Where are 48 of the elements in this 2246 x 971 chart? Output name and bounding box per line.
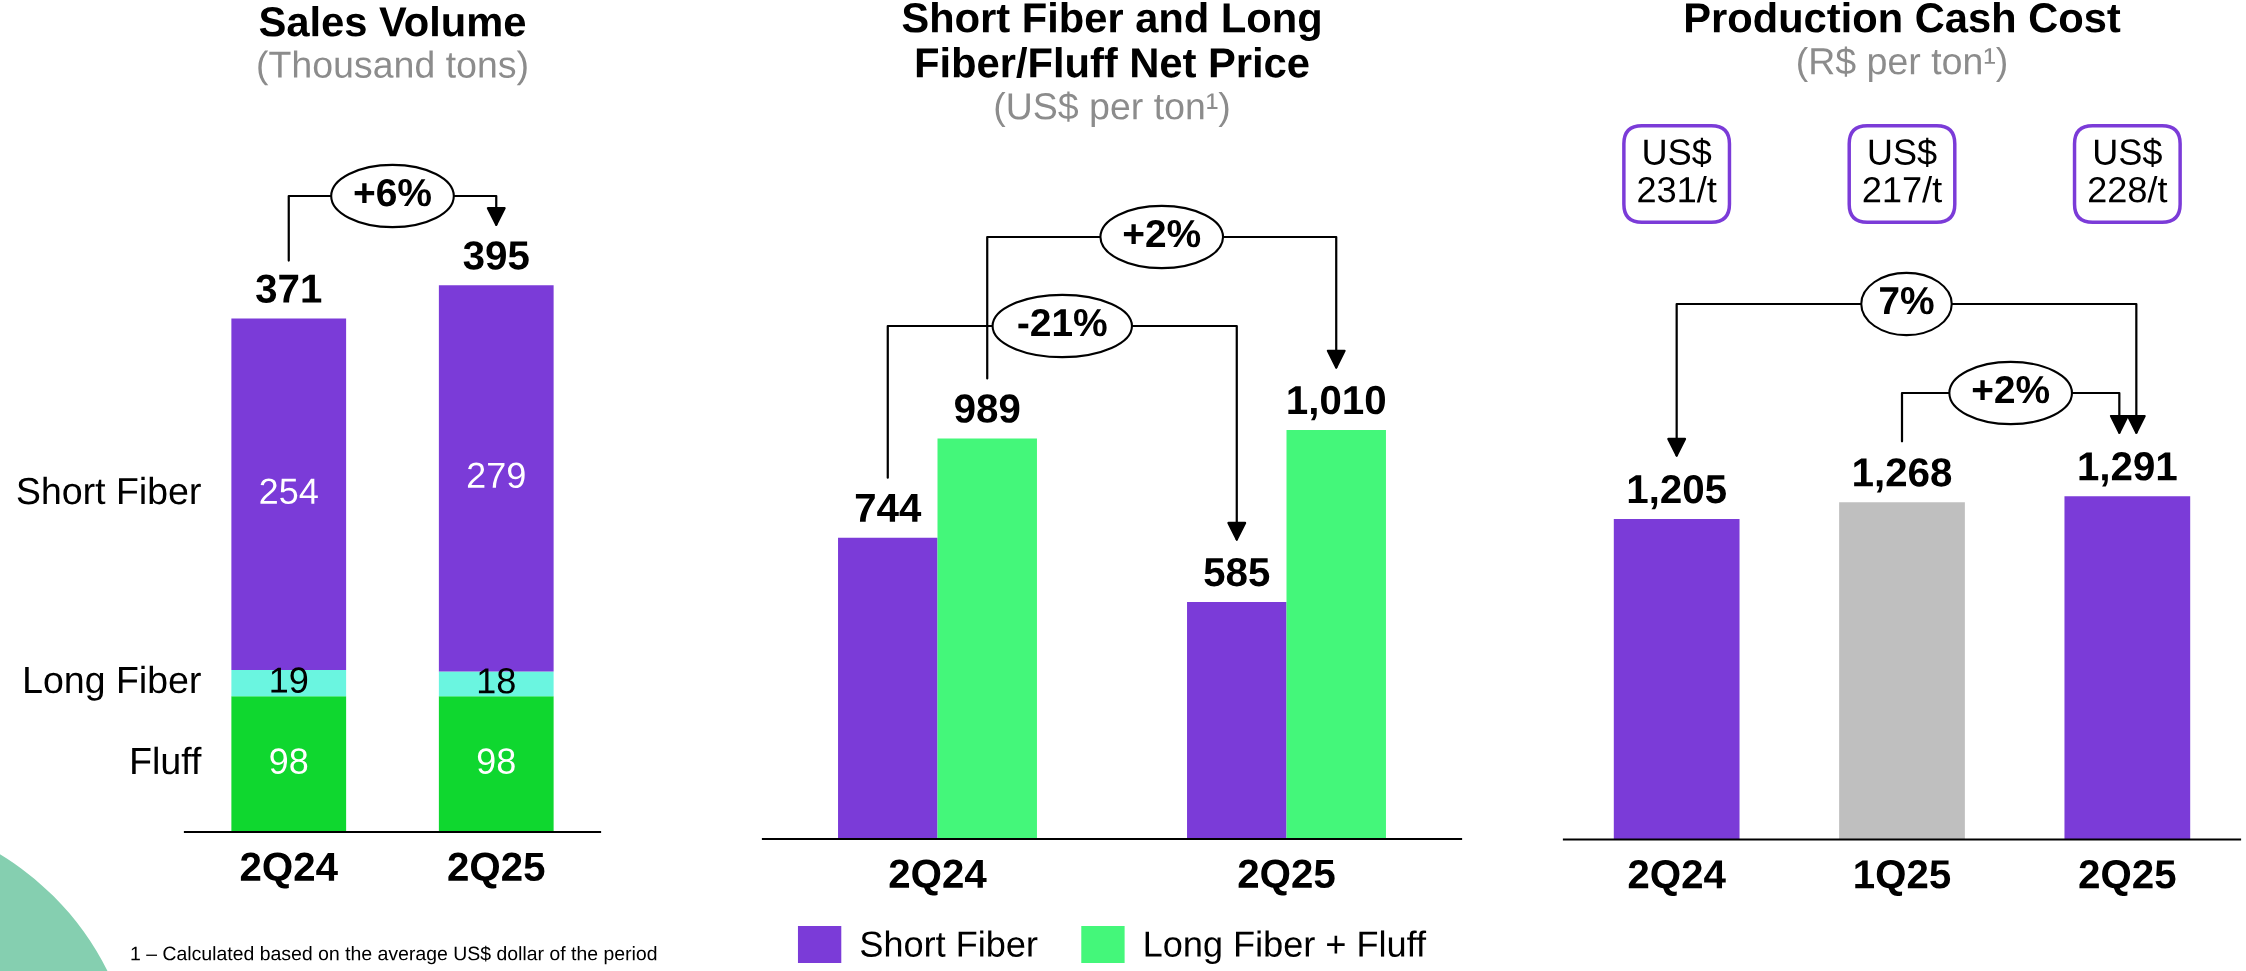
data-label: 1,010 bbox=[1288, 385, 1385, 421]
x-tick-label: 2Q24 bbox=[240, 852, 338, 889]
data-label: 98 bbox=[270, 748, 308, 774]
chart-title: Sales Volume bbox=[259, 6, 526, 37]
legend-label: Long Fiber + Fluff bbox=[1145, 930, 1427, 965]
text: 1 – Calculated based on the average US$ dollar of the period bbox=[131, 945, 657, 965]
chart-subtitle: (R$ per ton¹) bbox=[1798, 46, 2006, 82]
bar bbox=[231, 696, 347, 832]
x-tick-label: 2Q24 bbox=[1628, 860, 1726, 897]
x-tick-label: 1Q25 bbox=[1855, 860, 1951, 897]
series-label: Fluff bbox=[132, 746, 202, 775]
x-tick-label: 2Q25 bbox=[2079, 860, 2176, 897]
chart-subtitle: (US$ per ton¹) bbox=[995, 91, 1229, 127]
total-label: 371 bbox=[256, 274, 322, 303]
text: +2% bbox=[1123, 219, 1201, 248]
data-label: 585 bbox=[1204, 557, 1270, 587]
bar bbox=[1286, 429, 1386, 839]
data-label: 1,205 bbox=[1628, 474, 1726, 510]
text: +6% bbox=[354, 178, 431, 207]
total-label: 395 bbox=[463, 241, 529, 270]
data-label: 1,268 bbox=[1854, 458, 1952, 493]
text: -21% bbox=[1018, 308, 1107, 337]
legend-label: Short Fiber bbox=[860, 930, 1038, 957]
bar bbox=[838, 537, 938, 839]
series-label: Short Fiber bbox=[17, 476, 201, 505]
chart-title: Short Fiber and Long Fiber/Fluff Net Price bbox=[902, 2, 1320, 79]
data-label: 1,291 bbox=[2079, 452, 2177, 487]
text: US$ 228/t bbox=[2089, 137, 2168, 203]
data-label: 18 bbox=[478, 668, 515, 694]
bar bbox=[438, 696, 554, 832]
chart-title: Production Cash Cost bbox=[1686, 2, 2121, 33]
x-tick-label: 2Q25 bbox=[448, 852, 545, 889]
chart-subtitle: (Thousand tons) bbox=[258, 50, 527, 86]
text: +2% bbox=[1972, 375, 2050, 404]
text: US$ 217/t bbox=[1863, 137, 1942, 203]
series-label: Long Fiber bbox=[25, 665, 201, 701]
data-label: 98 bbox=[477, 748, 515, 774]
x-tick-label: 2Q24 bbox=[889, 859, 987, 896]
data-label: 254 bbox=[260, 478, 318, 505]
text: US$ 231/t bbox=[1638, 137, 1717, 203]
text: 7% bbox=[1880, 287, 1934, 315]
bar bbox=[937, 438, 1037, 839]
data-label: 279 bbox=[467, 462, 525, 489]
x-tick-label: 2Q25 bbox=[1238, 859, 1335, 896]
data-label: 19 bbox=[271, 667, 308, 693]
data-label: 744 bbox=[855, 493, 922, 522]
data-label: 989 bbox=[955, 394, 1020, 423]
bar bbox=[1187, 602, 1287, 839]
